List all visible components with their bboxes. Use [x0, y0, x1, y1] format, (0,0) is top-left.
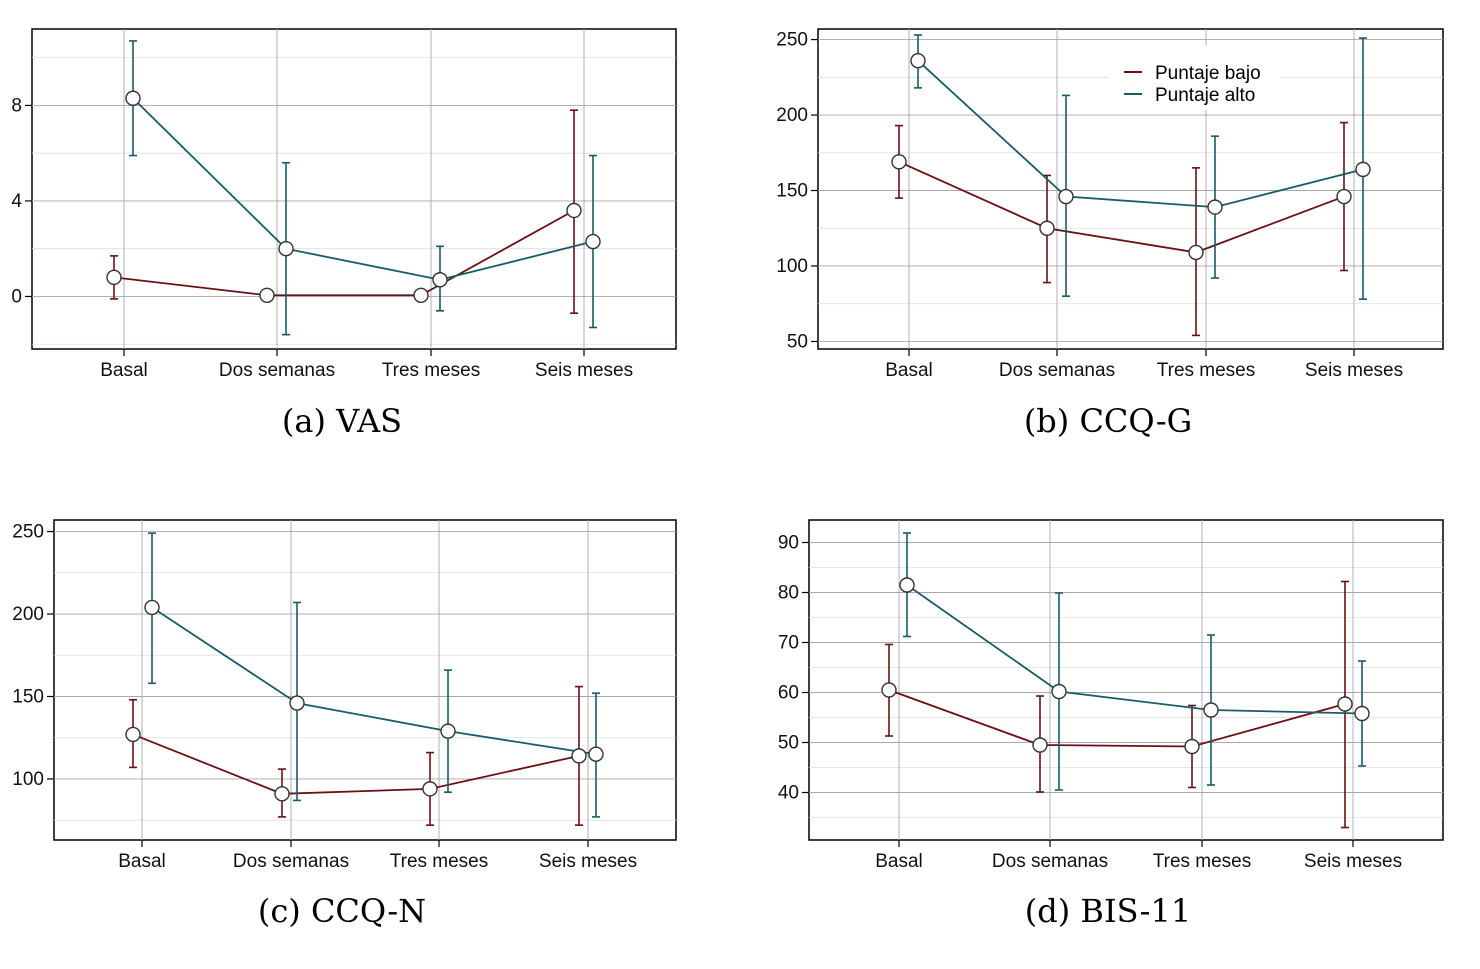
data-point: [1051, 683, 1067, 700]
series-line: [113, 209, 575, 297]
data-point: [1355, 161, 1371, 178]
y-tick-label: 200: [776, 105, 808, 126]
y-tick-label: 100: [12, 769, 44, 790]
y-tick-label: 200: [12, 604, 44, 625]
series-line: [132, 733, 580, 795]
panel-caption: (c) CCQ-N: [258, 892, 426, 930]
data-point: [289, 695, 305, 711]
x-tick-label: Tres meses: [390, 851, 489, 872]
y-tick-label: 50: [787, 331, 808, 352]
x-tick-label: Basal: [885, 360, 933, 381]
chart-panel-vas: 0 4 8 Basal Dos semanas Tres meses Seis meses (…: [11, 28, 677, 440]
y-tick-label: 0: [11, 286, 22, 307]
data-point: [106, 269, 122, 286]
plot-area: [53, 519, 677, 841]
data-point: [278, 241, 294, 257]
data-point: [910, 52, 926, 69]
series-line: [888, 689, 1346, 748]
x-tick-label: Basal: [118, 851, 166, 872]
data-point: [1354, 705, 1370, 722]
y-tick-label: 80: [778, 583, 799, 604]
data-point: [422, 781, 438, 797]
x-tick-label: Dos semanas: [219, 360, 335, 381]
plot-area: [31, 28, 677, 350]
data-point: [1039, 220, 1055, 236]
panel-caption: (b) CCQ-G: [1024, 402, 1192, 440]
y-tick-label: 150: [12, 686, 44, 707]
data-point: [144, 599, 160, 616]
panel-caption: (d) BIS-11: [1025, 892, 1191, 930]
chart-panel-ccq-g: 50 100 150 200 250 Basal Dos semanas Tres meses…: [776, 28, 1444, 440]
y-tick-label: 100: [776, 256, 808, 277]
data-point: [1337, 696, 1353, 712]
x-tick-label: Seis meses: [539, 851, 637, 872]
series-line: [151, 606, 597, 756]
y-tick-label: 60: [778, 683, 799, 704]
legend-label: Puntaje bajo: [1155, 63, 1261, 84]
data-point: [413, 287, 429, 303]
data-point: [274, 786, 290, 802]
data-point: [585, 233, 601, 250]
y-tick-label: 8: [11, 95, 22, 116]
y-tick-label: 4: [11, 191, 22, 212]
series-line: [917, 60, 1364, 209]
series-line: [898, 161, 1345, 254]
data-point: [566, 202, 582, 219]
data-point: [571, 748, 587, 764]
y-tick-label: 40: [778, 783, 799, 804]
x-tick-label: Seis meses: [1304, 851, 1402, 872]
plot-area: [808, 519, 1444, 841]
data-point: [588, 746, 604, 762]
data-point: [881, 682, 897, 698]
data-point: [125, 726, 141, 743]
data-point: [1207, 199, 1223, 215]
x-tick-label: Seis meses: [1305, 360, 1403, 381]
data-point: [125, 90, 141, 106]
data-point: [1203, 702, 1219, 718]
y-tick-label: 250: [12, 522, 44, 543]
data-point: [259, 287, 275, 303]
x-tick-label: Basal: [875, 851, 923, 872]
y-tick-label: 150: [776, 181, 808, 202]
data-point: [1058, 188, 1074, 205]
x-tick-label: Tres meses: [1153, 851, 1252, 872]
data-point: [1032, 737, 1048, 753]
data-point: [1188, 244, 1204, 261]
x-tick-label: Tres meses: [1157, 360, 1256, 381]
x-tick-label: Basal: [100, 360, 148, 381]
legend-box: [1108, 46, 1280, 110]
series-line: [132, 97, 594, 281]
x-tick-label: Seis meses: [535, 360, 633, 381]
data-point: [891, 154, 907, 170]
data-point: [440, 723, 456, 739]
series-line: [906, 584, 1363, 715]
y-tick-label: 70: [778, 633, 799, 654]
x-tick-label: Dos semanas: [233, 851, 349, 872]
data-point: [899, 577, 915, 593]
data-point: [1336, 188, 1352, 205]
panel-caption: (a) VAS: [282, 402, 402, 440]
y-tick-label: 50: [778, 733, 799, 754]
chart-panel-bis-11: 40 50 60 70 80 90 Basal Dos semanas Tres meses Se…: [778, 519, 1444, 930]
y-tick-label: 250: [776, 30, 808, 51]
x-tick-label: Dos semanas: [999, 360, 1115, 381]
x-tick-label: Tres meses: [382, 360, 481, 381]
chart-panel-ccq-n: 100 150 200 250 Basal Dos semanas Tres meses Se…: [12, 519, 677, 930]
data-point: [1184, 738, 1200, 755]
legend-label: Puntaje alto: [1155, 85, 1255, 106]
x-tick-label: Dos semanas: [992, 851, 1108, 872]
y-tick-label: 90: [778, 533, 799, 554]
data-point: [432, 272, 448, 288]
